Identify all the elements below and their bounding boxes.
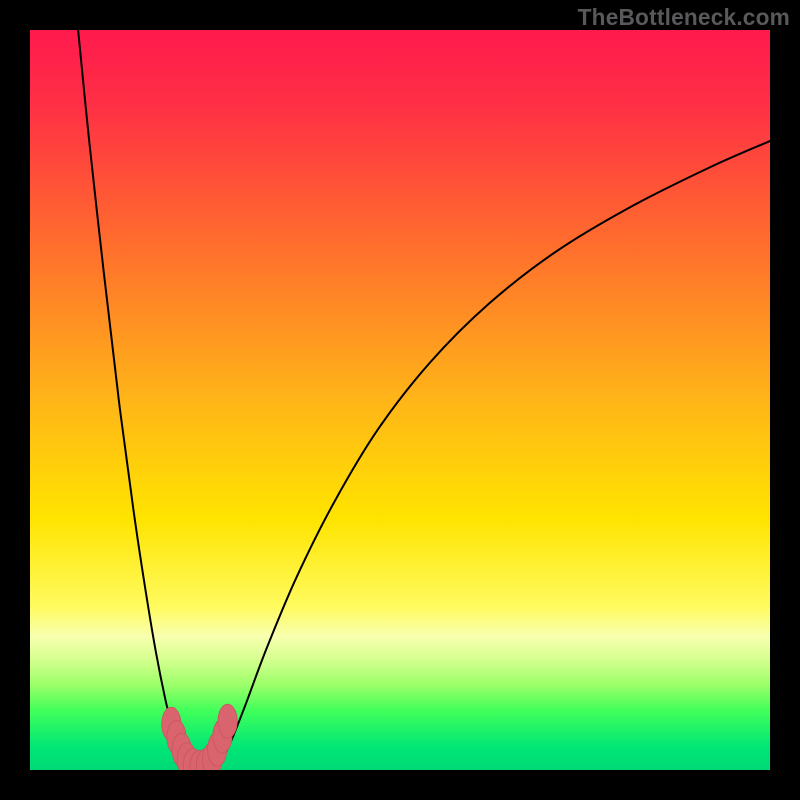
chart-frame: TheBottleneck.com	[0, 0, 800, 800]
chart-plot-area	[30, 30, 770, 770]
watermark-text: TheBottleneck.com	[578, 4, 790, 31]
chart-svg	[30, 30, 770, 770]
curve-marker	[218, 704, 237, 738]
